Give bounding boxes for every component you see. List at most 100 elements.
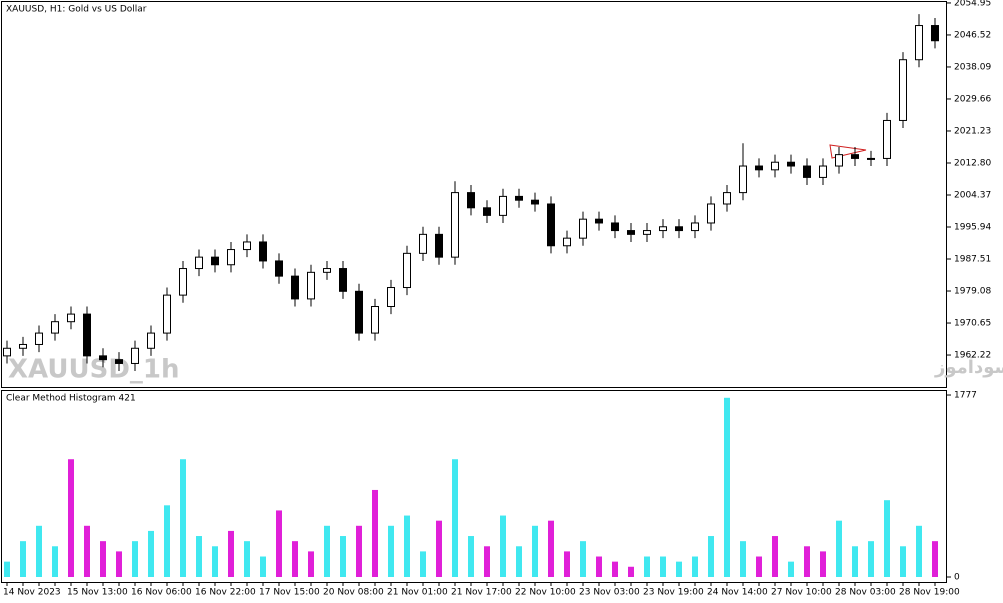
candle-body: [115, 359, 123, 364]
histogram-bar: [36, 525, 42, 577]
histogram-bar: [580, 541, 586, 577]
candle-body: [595, 218, 603, 224]
candle-body: [659, 226, 667, 232]
candle-body: [451, 192, 459, 258]
candle-body: [755, 165, 763, 171]
histogram-bar: [564, 551, 570, 577]
x-tick-label: 20 Nov 08:00: [323, 588, 384, 598]
histogram-bar: [484, 546, 490, 577]
histogram-bar: [276, 510, 282, 577]
histogram-bar: [436, 520, 442, 577]
histogram-bar: [212, 546, 218, 577]
x-tick-label: 28 Nov 03:00: [835, 588, 896, 598]
histogram-bar: [404, 515, 410, 577]
histogram-bar: [260, 556, 266, 577]
candle-body: [131, 347, 139, 364]
histogram-bar: [868, 541, 874, 577]
y-tick-label: 1970.65: [954, 319, 991, 329]
candle-body: [419, 233, 427, 254]
histogram-bar: [388, 525, 394, 577]
histogram-bar: [84, 525, 90, 577]
histogram-bar: [548, 520, 554, 577]
histogram-bar: [884, 500, 890, 577]
histogram-bar: [468, 536, 474, 577]
candle-body: [243, 241, 251, 251]
x-tick-label: 21 Nov 01:00: [387, 588, 448, 598]
x-tick-label: 14 Nov 2023: [3, 588, 61, 598]
histogram-bar: [372, 489, 378, 577]
candle-body: [403, 252, 411, 289]
candle-body: [179, 268, 187, 296]
x-tick-label: 23 Nov 03:00: [579, 588, 640, 598]
histogram-bar: [692, 556, 698, 577]
candle-body: [67, 313, 75, 323]
candle-body: [531, 199, 539, 205]
histogram-bar: [228, 530, 234, 577]
y-tick-label: 1777: [954, 391, 977, 401]
histogram-bar: [836, 520, 842, 577]
candle-body: [707, 203, 715, 224]
x-tick-label: 22 Nov 10:00: [515, 588, 576, 598]
candle-body: [51, 321, 59, 334]
histogram-bar: [420, 551, 426, 577]
x-tick-label: 15 Nov 13:00: [67, 588, 128, 598]
candle-body: [835, 154, 843, 167]
candle-body: [899, 59, 907, 121]
candle-body: [563, 237, 571, 247]
histogram-bar: [68, 459, 74, 577]
histogram-bar: [676, 561, 682, 577]
candle-body: [611, 222, 619, 232]
histogram-bar: [292, 541, 298, 577]
histogram-bar: [116, 551, 122, 577]
candle-body: [515, 195, 523, 201]
histogram-bar: [500, 515, 506, 577]
candle-body: [259, 241, 267, 262]
candle-body: [483, 207, 491, 216]
candle-body: [435, 233, 443, 258]
candle-body: [35, 332, 43, 345]
candle-body: [275, 260, 283, 277]
candle-body: [675, 226, 683, 232]
candle-body: [163, 294, 171, 334]
histogram-bar: [916, 525, 922, 577]
candle-body: [291, 275, 299, 300]
histogram-bar: [804, 546, 810, 577]
y-tick-label: 1995.94: [954, 223, 991, 233]
y-tick-label: 2004.37: [954, 190, 991, 200]
y-tick-label: 1962.22: [954, 351, 991, 361]
candle-body: [19, 343, 27, 349]
histogram-bar: [100, 541, 106, 577]
candle-body: [867, 157, 875, 160]
histogram-bar: [852, 546, 858, 577]
candle-body: [307, 271, 315, 300]
watermark-site: انتشار در سایت سودآموز: [934, 355, 1003, 378]
x-tick-label: 16 Nov 06:00: [131, 588, 192, 598]
histogram-bar: [532, 525, 538, 577]
chart-title: XAUUSD, H1: Gold vs US Dollar: [6, 5, 147, 15]
candle-body: [195, 256, 203, 270]
histogram-bar: [340, 536, 346, 577]
y-tick-label: 2046.52: [954, 30, 991, 40]
y-tick-label: 2054.95: [954, 0, 991, 8]
y-tick-label: 2029.66: [954, 94, 991, 104]
histogram-bar: [180, 459, 186, 577]
histogram-bar: [148, 530, 154, 577]
histogram-bar: [628, 566, 634, 577]
histogram-bar: [516, 546, 522, 577]
y-tick-label: 1987.51: [954, 255, 991, 265]
histogram-bar: [52, 546, 58, 577]
histogram-bar: [932, 541, 938, 577]
candle-body: [467, 192, 475, 209]
y-tick-label: 1979.08: [954, 287, 991, 297]
histogram-bar: [900, 546, 906, 577]
y-tick-label: 2012.80: [954, 158, 991, 168]
candle-body: [723, 192, 731, 205]
histogram-bar: [740, 541, 746, 577]
candle-body: [147, 332, 155, 349]
candle-body: [883, 119, 891, 159]
histogram-bar: [724, 397, 730, 577]
indicator-title: Clear Method Histogram 421: [6, 394, 136, 404]
candle-body: [851, 154, 859, 159]
y-tick-label: 0: [954, 573, 960, 583]
